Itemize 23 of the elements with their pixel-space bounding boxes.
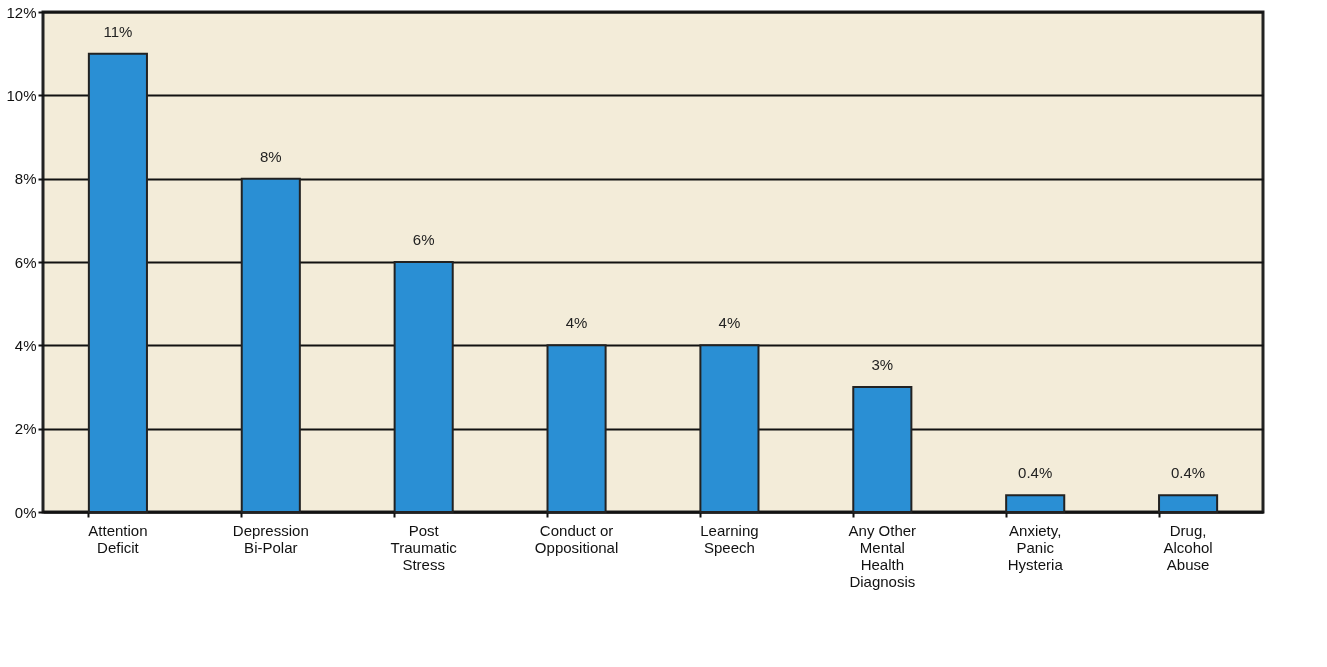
x-tick-label: Drug, Alcohol Abuse (1163, 521, 1213, 573)
data-label: 0.4% (1170, 464, 1206, 482)
x-tick-label: Any Other Mental Health Diagnosis (848, 521, 917, 590)
data-label: 3% (871, 356, 894, 373)
data-label: 8% (259, 147, 282, 165)
y-tick-label: 2% (14, 420, 37, 438)
y-tick-label: 4% (14, 336, 37, 354)
y-tick-label: 6% (14, 253, 37, 271)
x-tick-label: Conduct or Oppositional (534, 521, 619, 556)
x-tick-label: Post Traumatic Stress (390, 521, 458, 573)
y-tick-label: 10% (6, 86, 37, 104)
data-label: 0.4% (1018, 464, 1053, 482)
x-tick-label: Depression Bi-Polar (232, 521, 309, 556)
y-tick-label: 8% (14, 170, 37, 188)
x-tick-label: Learning Speech (700, 521, 759, 556)
y-tick-label: 12% (6, 3, 37, 21)
x-tick-label: Anxiety, Panic Hysteria (1007, 521, 1064, 573)
x-tick-label: Attention Deficit (88, 521, 148, 556)
y-tick-label: 0% (14, 503, 37, 521)
data-label: 4% (718, 314, 741, 332)
data-label: 6% (412, 231, 435, 248)
data-label: 11% (103, 22, 133, 40)
data-label: 4% (565, 314, 588, 332)
